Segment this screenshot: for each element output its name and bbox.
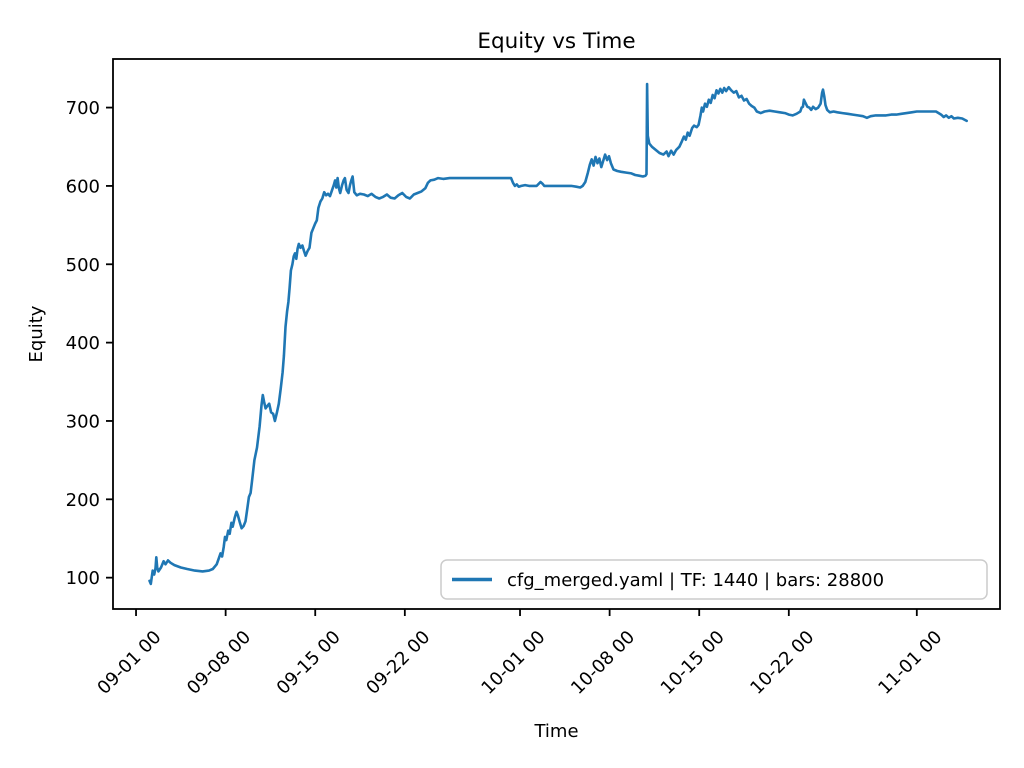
chart-title: Equity vs Time: [477, 29, 635, 54]
legend-box: [440, 559, 988, 600]
y-tick-label: 600: [66, 176, 100, 197]
legend: cfg_merged.yaml | TF: 1440 | bars: 28800: [440, 559, 988, 600]
y-tick-label: 200: [66, 490, 100, 511]
y-tick-label: 100: [66, 568, 100, 589]
plot-border: [112, 58, 1001, 610]
y-tick-label: 300: [66, 411, 100, 432]
y-axis-label: Equity: [26, 305, 47, 362]
legend-label: cfg_merged.yaml | TF: 1440 | bars: 28800: [507, 570, 884, 591]
y-tick-label: 700: [66, 98, 100, 119]
y-tick-label: 500: [66, 255, 100, 276]
y-tick-label: 400: [66, 333, 100, 354]
x-axis-label: Time: [533, 721, 578, 742]
equity-line: [148, 82, 969, 586]
